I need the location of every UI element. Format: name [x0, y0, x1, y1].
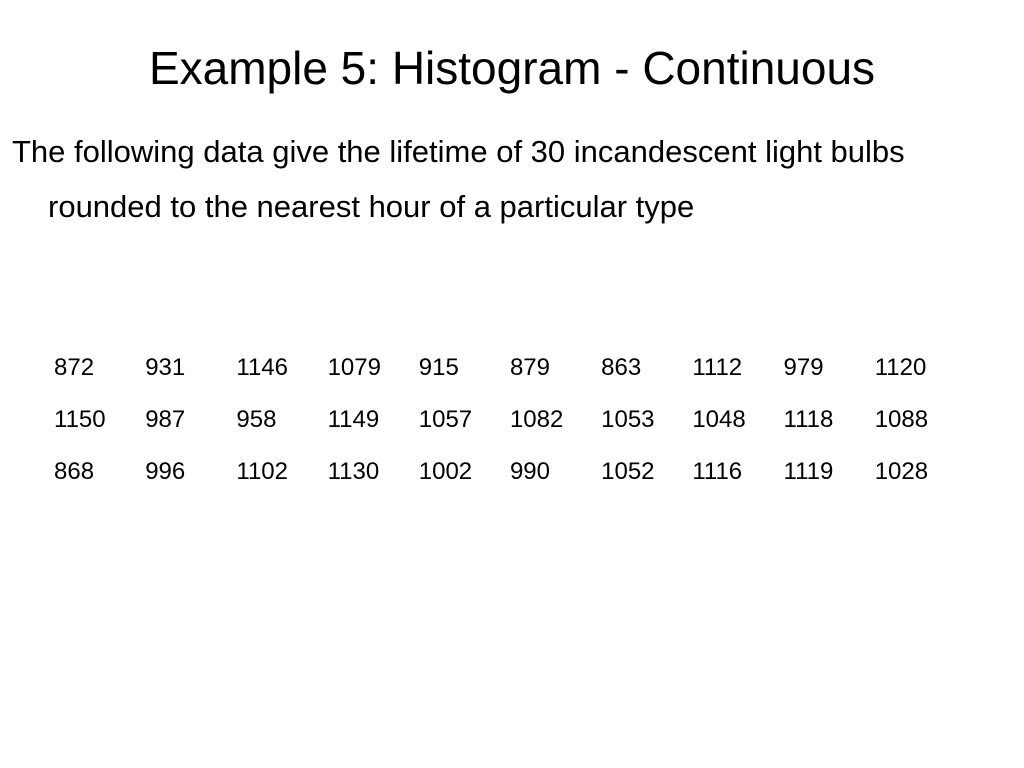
- table-cell: 863: [601, 354, 642, 381]
- table-cell: 1048: [692, 406, 746, 433]
- table-cell: 1146: [236, 354, 288, 381]
- table-cell: 1057: [418, 406, 473, 433]
- table-cell: 1102: [236, 458, 288, 485]
- table-row: 872 931 1146 1079 915 879 863 1112 979 1120: [54, 342, 966, 394]
- table-cell: 915: [418, 354, 459, 381]
- body-text: The following data give the lifetime of …: [12, 134, 905, 224]
- table-cell: 868: [54, 458, 95, 485]
- table-cell: 1130: [327, 458, 380, 485]
- table-cell: 1149: [327, 406, 380, 433]
- table-row: 868 996 1102 1130 1002 990 1052 1116 1119 1028: [54, 446, 966, 498]
- table-row: 1150 987 958 1149 1057 1082 1053 1048 1118 1088: [54, 394, 966, 446]
- table-cell: 1053: [601, 406, 655, 433]
- table-cell: 872: [54, 354, 95, 381]
- table-cell: 1118: [783, 406, 834, 433]
- data-table: 872 931 1146 1079 915 879 863 1112 979 1120 1150 98…: [54, 342, 966, 498]
- table-cell: 1116: [692, 458, 743, 485]
- table-cell: 1079: [327, 354, 381, 381]
- table-cell: 1052: [601, 458, 655, 485]
- table-cell: 979: [783, 354, 824, 381]
- table-cell: 1028: [874, 458, 929, 485]
- table-cell: 879: [509, 354, 550, 381]
- table-cell: 996: [145, 458, 186, 485]
- table-cell: 1150: [54, 406, 106, 433]
- table-cell: 1002: [418, 458, 473, 485]
- table-cell: 987: [145, 406, 186, 433]
- slide-title: Example 5: Histogram - Continuous: [148, 42, 876, 94]
- table-cell: 1112: [692, 354, 743, 381]
- table-cell: 1120: [874, 354, 927, 381]
- table-cell: 958: [236, 406, 277, 433]
- table-cell: 990: [509, 458, 550, 485]
- table-cell: 1119: [783, 458, 834, 485]
- table-cell: 1088: [874, 406, 929, 433]
- table-cell: 1082: [509, 406, 564, 433]
- table-cell: 931: [145, 354, 186, 381]
